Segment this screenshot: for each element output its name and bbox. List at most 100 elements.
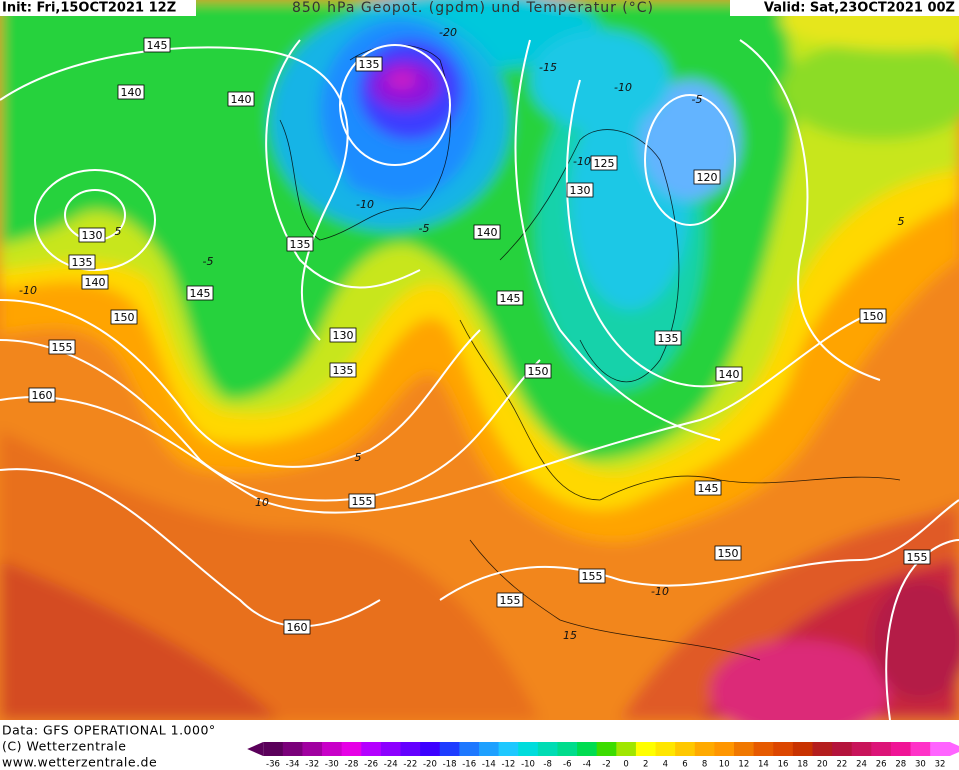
geopotential-label: 140 xyxy=(477,226,498,239)
scale-label: 4 xyxy=(663,760,668,770)
geopotential-label: 155 xyxy=(582,570,603,583)
temperature-label: -10 xyxy=(19,284,37,297)
geopotential-label: 145 xyxy=(190,287,211,300)
scale-label: -14 xyxy=(482,760,496,770)
footer-url: www.wetterzentrale.de xyxy=(2,755,157,770)
geopotential-label-box xyxy=(81,274,109,290)
scale-box xyxy=(675,742,696,756)
scale-label: -16 xyxy=(462,760,476,770)
footer-data: Data: GFS OPERATIONAL 1.000° xyxy=(2,723,216,738)
scale-label: -28 xyxy=(345,760,359,770)
geopotential-label-box xyxy=(78,227,106,243)
scale-box xyxy=(361,742,382,756)
scale-box xyxy=(518,742,539,756)
scale-label: -36 xyxy=(266,760,280,770)
geopotential-label-box xyxy=(566,182,594,198)
temperature-label: -5 xyxy=(203,255,214,268)
geopotential-label: 150 xyxy=(863,310,884,323)
scale-label: -8 xyxy=(543,760,551,770)
scale-label: -22 xyxy=(403,760,417,770)
geopotential-label-box xyxy=(110,309,138,325)
scale-label: 2 xyxy=(643,760,648,770)
temperature-label: -5 xyxy=(419,222,430,235)
scale-label: 22 xyxy=(836,760,847,770)
scale-label: -4 xyxy=(583,760,591,770)
geopotential-label-box xyxy=(186,285,214,301)
temperature-label: -10 xyxy=(356,198,374,211)
temperature-field xyxy=(0,0,959,720)
geopotential-label-box xyxy=(524,363,552,379)
scale-label: -10 xyxy=(521,760,535,770)
scale-box xyxy=(302,742,323,756)
geopotential-label-box xyxy=(283,619,311,635)
geopotential-label: 130 xyxy=(333,329,354,342)
geopotential-contours xyxy=(0,39,959,720)
scale-label: -32 xyxy=(305,760,319,770)
scale-box xyxy=(596,742,617,756)
geopotential-label-box xyxy=(355,56,383,72)
geopotential-label: 135 xyxy=(359,58,380,71)
geopotential-label: 125 xyxy=(594,157,615,170)
scale-box xyxy=(557,742,578,756)
scale-box xyxy=(753,742,774,756)
geopotential-label-box xyxy=(714,545,742,561)
geopotential-label: 155 xyxy=(352,495,373,508)
geopotential-label-box xyxy=(143,37,171,53)
geopotential-label: 135 xyxy=(658,332,679,345)
scale-box xyxy=(439,742,460,756)
scale-box xyxy=(616,742,637,756)
scale-box xyxy=(282,742,303,756)
scale-box xyxy=(577,742,598,756)
scale-label: -6 xyxy=(563,760,571,770)
scale-label: -18 xyxy=(443,760,457,770)
scale-box xyxy=(420,742,441,756)
color-scale: -36 -34 -32 -30 -28 -26 -24 -22 -20 -18 -16 -14 -12-… xyxy=(247,742,959,770)
scale-label: 12 xyxy=(738,760,749,770)
scale-label: 18 xyxy=(797,760,808,770)
scale-box xyxy=(498,742,519,756)
geopotential-label: 155 xyxy=(500,594,521,607)
geopotential-label: 150 xyxy=(718,547,739,560)
geopotential-label-box xyxy=(117,84,145,100)
scale-label: 10 xyxy=(719,760,730,770)
geopotential-label: 140 xyxy=(231,93,252,106)
header-title: 850 hPa Geopot. (gpdm) und Temperatur (°… xyxy=(292,0,654,16)
coastlines xyxy=(279,44,901,661)
scale-box xyxy=(263,742,284,756)
geopotential-label-box xyxy=(654,330,682,346)
scale-label: 30 xyxy=(915,760,926,770)
geopotential-label-box xyxy=(329,327,357,343)
geopotential-label: 130 xyxy=(82,229,103,242)
scale-label: 16 xyxy=(778,760,789,770)
scale-box xyxy=(792,742,813,756)
scale-box xyxy=(655,742,676,756)
geopotential-label: 155 xyxy=(52,341,73,354)
scale-arrow-right xyxy=(949,742,959,756)
temperature-label: -15 xyxy=(539,61,557,74)
scale-box xyxy=(537,742,558,756)
geopotential-label: 150 xyxy=(528,365,549,378)
temperature-label: 5 xyxy=(115,225,122,238)
scale-label: -26 xyxy=(364,760,378,770)
geopotential-label: 160 xyxy=(32,389,53,402)
geopotential-label-box xyxy=(48,339,76,355)
scale-label: 14 xyxy=(758,760,769,770)
scale-label: 8 xyxy=(702,760,707,770)
scale-box xyxy=(812,742,833,756)
scale-box xyxy=(832,742,853,756)
scale-box xyxy=(714,742,735,756)
geopotential-label-box xyxy=(286,236,314,252)
geopotential-label: 135 xyxy=(333,364,354,377)
scale-label: 26 xyxy=(876,760,887,770)
scale-label: -24 xyxy=(384,760,398,770)
scale-label: 32 xyxy=(935,760,946,770)
geopotential-label: 135 xyxy=(290,238,311,251)
geopotential-label: 155 xyxy=(907,551,928,564)
scale-label: -2 xyxy=(602,760,610,770)
geopotential-label-box xyxy=(496,290,524,306)
geopotential-label: 140 xyxy=(85,276,106,289)
geopotential-label: 140 xyxy=(719,368,740,381)
header-valid-bg xyxy=(730,0,959,16)
